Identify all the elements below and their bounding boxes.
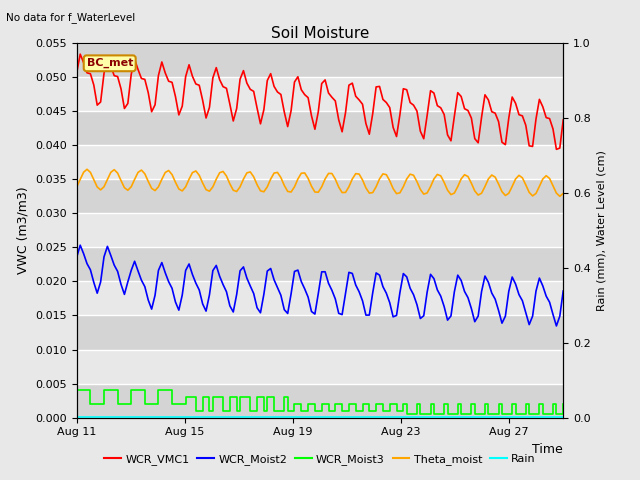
Bar	[77, 315, 563, 349]
Bar	[77, 77, 563, 111]
Bar	[77, 111, 563, 145]
Bar	[77, 145, 563, 180]
Y-axis label: Rain (mm), Water Level (cm): Rain (mm), Water Level (cm)	[596, 150, 606, 311]
Bar	[77, 281, 563, 315]
Bar	[77, 43, 563, 77]
Bar	[77, 349, 563, 384]
Text: No data for f_WaterLevel: No data for f_WaterLevel	[6, 12, 136, 23]
Y-axis label: VWC (m3/m3): VWC (m3/m3)	[17, 187, 30, 274]
Text: BC_met: BC_met	[86, 58, 133, 69]
Title: Soil Moisture: Soil Moisture	[271, 25, 369, 41]
Bar	[77, 384, 563, 418]
Legend: WCR_VMC1, WCR_Moist2, WCR_Moist3, Theta_moist, Rain: WCR_VMC1, WCR_Moist2, WCR_Moist3, Theta_…	[100, 450, 540, 469]
Bar	[77, 214, 563, 247]
Bar	[77, 247, 563, 281]
Bar	[77, 180, 563, 214]
X-axis label: Time: Time	[532, 443, 563, 456]
